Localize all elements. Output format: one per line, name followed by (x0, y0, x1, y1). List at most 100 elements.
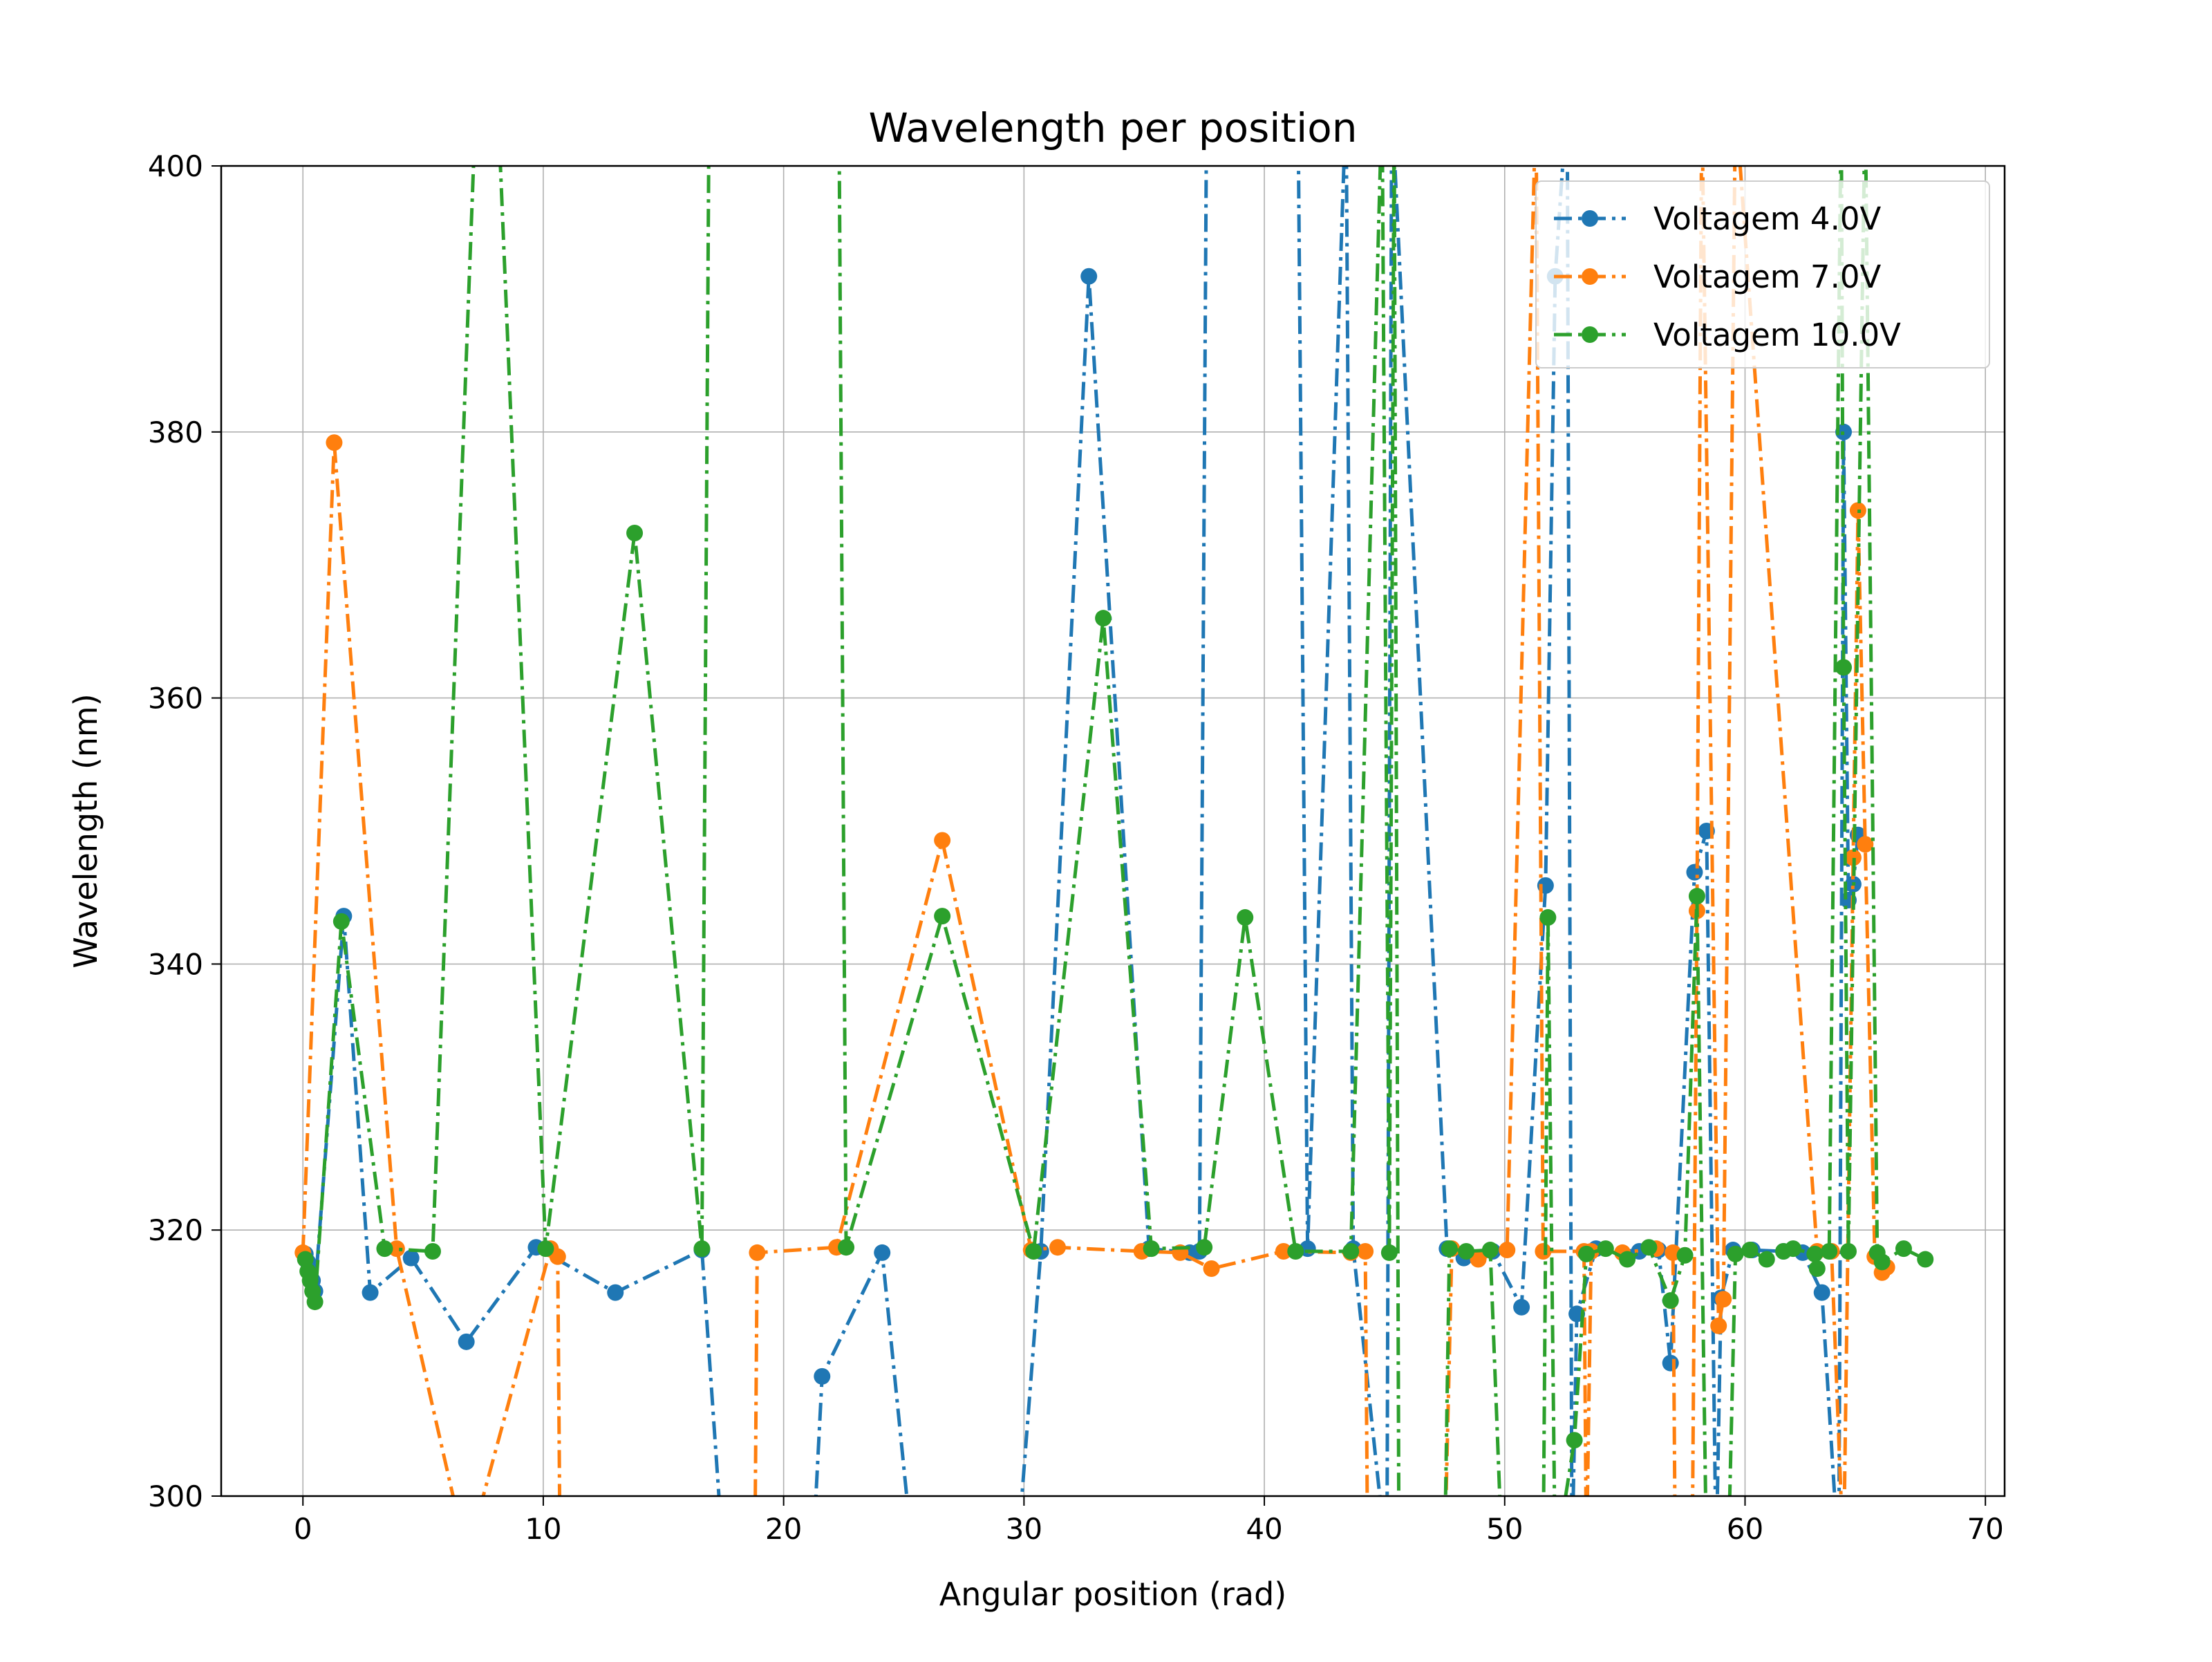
y-tick-label: 400 (148, 149, 203, 183)
data-point (626, 525, 644, 542)
data-point (1458, 1242, 1475, 1260)
legend-marker (1582, 326, 1598, 343)
axis-ticks: 0 10 20 30 40 50 60 70 300 320 340 360 380 400 (148, 149, 2004, 1546)
data-point (1342, 1242, 1360, 1260)
data-point (332, 913, 350, 930)
data-point (1095, 610, 1112, 627)
data-point (1662, 1292, 1679, 1309)
data-point (1857, 836, 1874, 853)
data-point (1535, 1242, 1552, 1260)
data-point (814, 1367, 831, 1385)
data-point (1785, 1240, 1802, 1258)
data-point (362, 1284, 379, 1301)
data-point (1640, 1239, 1658, 1256)
series-3 (297, 166, 1934, 1496)
data-point (549, 1248, 566, 1265)
legend-marker (1582, 268, 1598, 285)
data-point (1758, 1251, 1775, 1268)
y-tick-label: 340 (148, 947, 203, 981)
data-point (1839, 1242, 1857, 1260)
data-point (1676, 1246, 1694, 1264)
x-tick-label: 50 (1486, 1512, 1523, 1546)
legend-label: Voltagem 7.0V (1653, 259, 1881, 295)
data-point (693, 1240, 711, 1258)
data-point (1275, 1242, 1292, 1260)
data-point (1143, 1240, 1160, 1258)
data-point (1287, 1242, 1304, 1260)
data-point (1895, 1240, 1912, 1258)
data-point (607, 1284, 624, 1301)
data-point (1513, 1298, 1530, 1316)
data-point (1237, 909, 1254, 926)
data-point (1741, 1242, 1759, 1259)
data-point (1727, 1245, 1744, 1262)
data-point (1844, 849, 1862, 866)
data-point (1481, 1242, 1499, 1259)
data-point (1380, 1244, 1398, 1261)
data-point (1917, 1251, 1934, 1268)
data-point (1470, 1251, 1487, 1268)
data-point (1441, 1240, 1458, 1258)
x-tick-label: 20 (765, 1512, 802, 1546)
data-point (402, 1249, 420, 1267)
data-point (424, 1242, 441, 1260)
data-point (1813, 1284, 1830, 1301)
x-tick-label: 30 (1006, 1512, 1042, 1546)
plot-frame (220, 165, 2006, 1497)
legend-label: Voltagem 10.0V (1653, 317, 1901, 353)
data-point (376, 1240, 393, 1258)
data-point (1835, 659, 1853, 676)
y-axis-label: Wavelength (nm) (67, 693, 104, 968)
grid-lines (221, 165, 2005, 1497)
data-point (326, 434, 343, 451)
y-tick-label: 300 (148, 1479, 203, 1513)
data-point (1808, 1260, 1826, 1277)
data-point (934, 908, 951, 925)
chart-title: Wavelength per position (868, 104, 1357, 151)
data-point (1715, 1291, 1732, 1308)
data-point (1821, 1242, 1838, 1260)
data-point (1873, 1253, 1891, 1271)
x-tick-label: 0 (294, 1512, 312, 1546)
data-point (1025, 1242, 1042, 1260)
legend-marker (1582, 210, 1598, 227)
data-point (1686, 863, 1703, 881)
data-point (1619, 1251, 1636, 1268)
data-point (934, 832, 951, 849)
data-point (1203, 1260, 1220, 1277)
data-point (1196, 1239, 1213, 1256)
data-point (1049, 1239, 1067, 1256)
data-point (458, 1333, 475, 1350)
data-point (1357, 1242, 1374, 1260)
y-tick-label: 380 (148, 416, 203, 449)
data-point (1597, 1240, 1614, 1258)
x-tick-label: 40 (1246, 1512, 1282, 1546)
data-point (537, 1240, 554, 1258)
data-point (306, 1294, 324, 1311)
x-axis-label: Angular position (rad) (939, 1576, 1287, 1613)
series-layer (294, 166, 1934, 1496)
data-point (1566, 1432, 1583, 1449)
data-point (749, 1244, 766, 1261)
data-point (1539, 909, 1557, 926)
x-tick-label: 60 (1727, 1512, 1763, 1546)
data-point (1499, 1242, 1516, 1259)
x-tick-label: 10 (525, 1512, 561, 1546)
data-point (1710, 1317, 1727, 1334)
y-tick-label: 360 (148, 682, 203, 716)
data-point (1080, 268, 1098, 285)
data-point (1688, 888, 1705, 905)
data-point (838, 1239, 855, 1256)
data-point (874, 1244, 891, 1261)
data-point (1806, 1245, 1824, 1262)
y-tick-label: 320 (148, 1213, 203, 1247)
legend-label: Voltagem 4.0V (1653, 200, 1881, 237)
legend-box (1535, 180, 1990, 368)
data-point (1577, 1245, 1595, 1262)
x-tick-label: 70 (1967, 1512, 2003, 1546)
data-point (388, 1240, 405, 1258)
data-point (1662, 1354, 1679, 1372)
legend: Voltagem 4.0V Voltagem 7.0V Voltagem 10.0V (1535, 180, 1990, 368)
